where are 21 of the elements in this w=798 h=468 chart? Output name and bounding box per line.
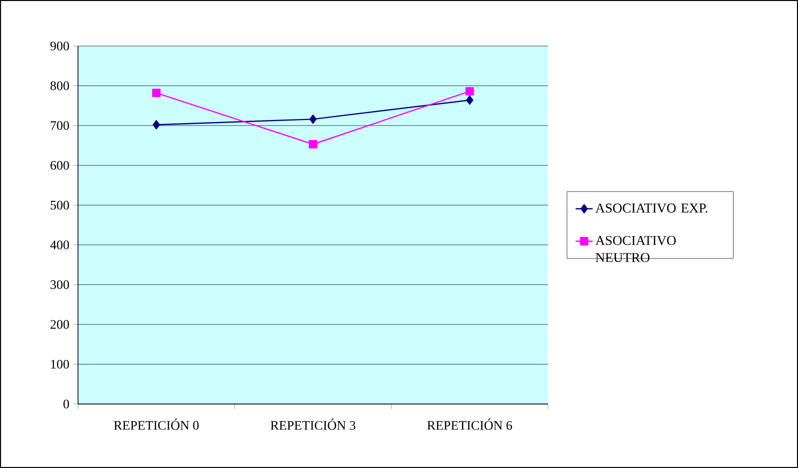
point <box>152 88 161 98</box>
x-tick-label: REPETICIÓN 6 <box>427 418 512 430</box>
y-tick-label: 300 <box>50 280 69 290</box>
y-tick-label: 0 <box>63 400 69 408</box>
y-tick-label: 600 <box>50 160 69 170</box>
y-tick-label: 800 <box>50 81 69 90</box>
point <box>465 87 474 96</box>
point <box>309 114 317 124</box>
x-tick-label: REPETICIÓN 3 <box>270 418 356 430</box>
legend-label: ASOCIATIVO NEUTRO <box>595 236 676 262</box>
x-tick-label: REPETICIÓN 0 <box>114 418 199 430</box>
y-tick-label: 900 <box>50 42 69 50</box>
point <box>152 120 160 130</box>
y-tick-label: 100 <box>51 360 69 369</box>
y-tick-label: 400 <box>50 240 69 250</box>
y-tick-label: 500 <box>50 200 69 210</box>
point <box>308 140 318 148</box>
y-tick-label: 200 <box>50 320 69 329</box>
y-tick-label: 700 <box>50 121 69 130</box>
legend-label: ASOCIATIVO EXP. <box>595 204 708 213</box>
point <box>466 96 474 105</box>
